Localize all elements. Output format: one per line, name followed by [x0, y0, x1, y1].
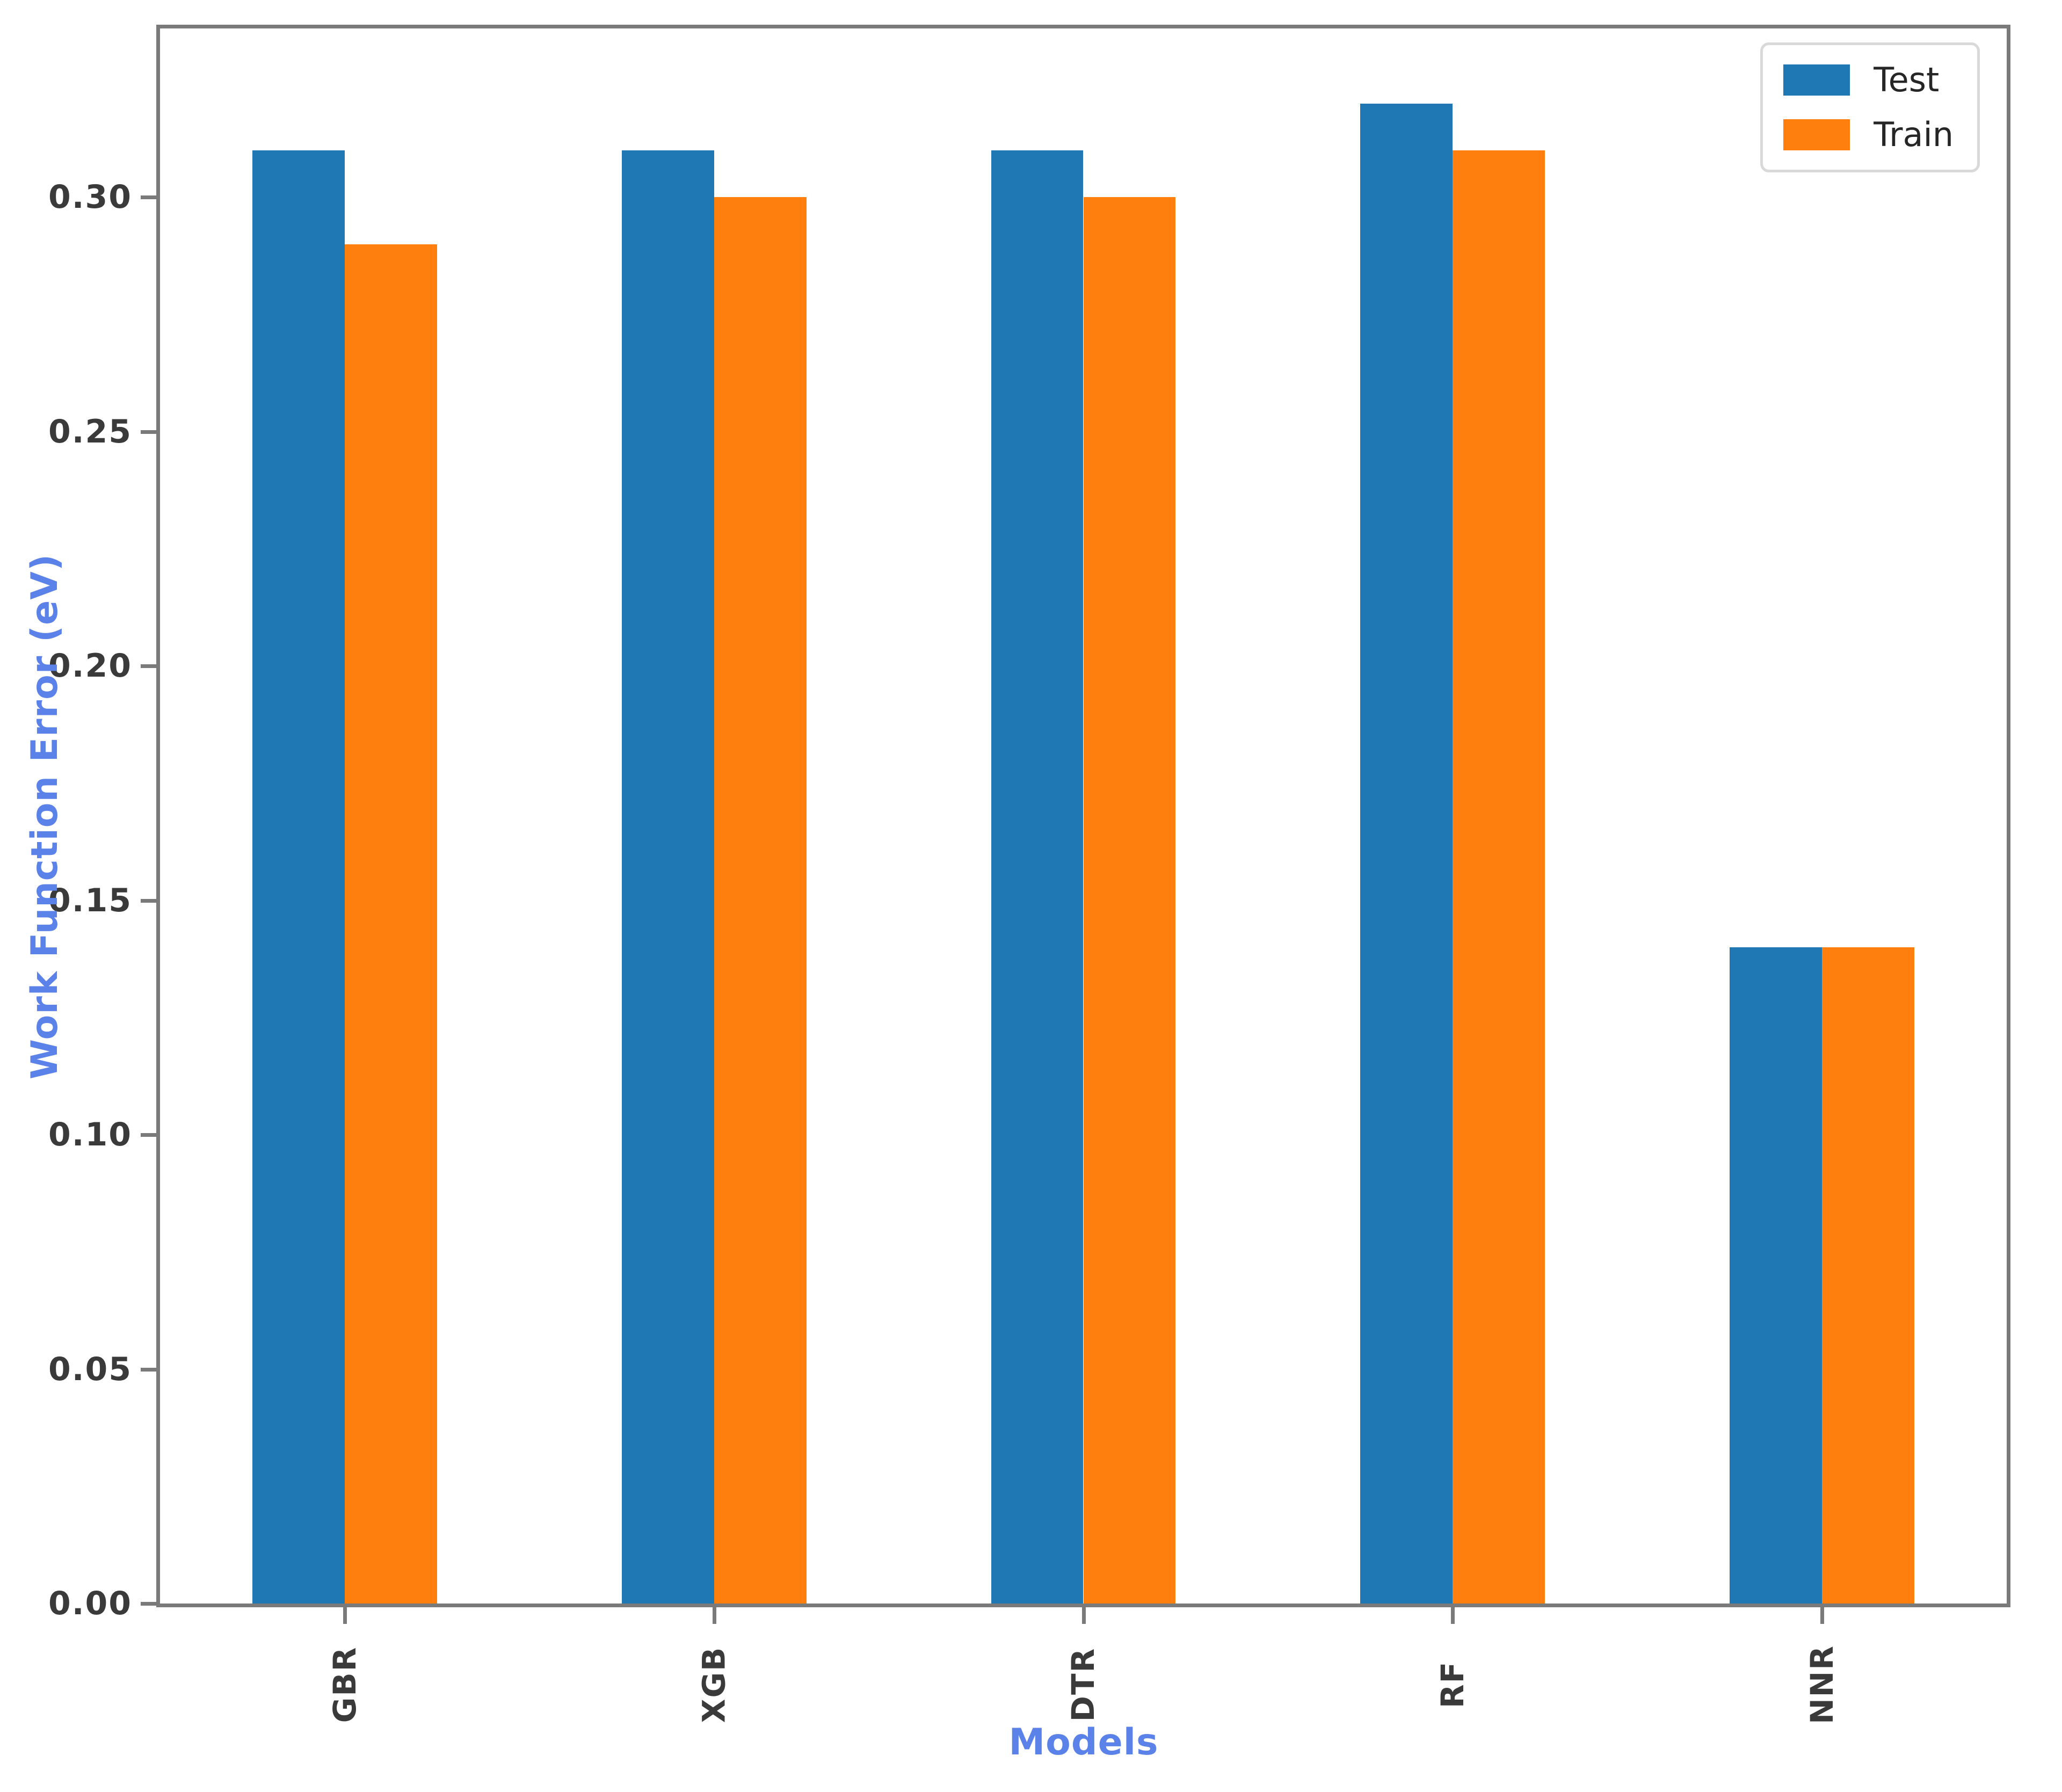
bar-train-rf: [1453, 150, 1545, 1604]
bar-test-nnr: [1730, 947, 1823, 1604]
y-tick-mark: [141, 195, 160, 200]
bars-layer: [160, 28, 2007, 1604]
bar-train-nnr: [1822, 947, 1915, 1604]
y-tick-label: 0.05: [48, 1350, 132, 1388]
bar-test-gbr: [252, 150, 345, 1604]
y-tick-mark: [141, 664, 160, 669]
bar-test-rf: [1360, 103, 1453, 1604]
legend-item-train: Train: [1783, 118, 1954, 151]
y-tick-mark: [141, 1133, 160, 1137]
bar-train-gbr: [344, 244, 437, 1604]
bar-test-xgb: [621, 150, 714, 1604]
y-axis-label-text: Work Function Error (eV): [23, 553, 66, 1079]
bar-train-dtr: [1083, 197, 1176, 1604]
train-series-swatch-icon: [1783, 119, 1850, 150]
x-tick-mark: [1820, 1604, 1825, 1624]
x-tick-label-xgb: XGB: [695, 1646, 732, 1723]
plot-area: Test Train: [141, 25, 2010, 1624]
x-tick-mark: [343, 1604, 347, 1624]
x-tick-mark: [712, 1604, 716, 1624]
legend-label-test: Test: [1874, 60, 1940, 99]
y-axis-label: Work Function Error (eV): [4, 548, 85, 1085]
test-series-swatch-icon: [1783, 64, 1850, 96]
bar-test-dtr: [991, 150, 1084, 1604]
x-tick-mark: [1451, 1604, 1455, 1624]
y-tick-mark: [141, 898, 160, 903]
y-tick-label: 0.10: [48, 1116, 132, 1154]
y-tick-label: 0.00: [48, 1585, 132, 1622]
legend: Test Train: [1760, 42, 1980, 172]
bar-train-xgb: [714, 197, 807, 1604]
x-tick-label-nnr: NNR: [1804, 1645, 1841, 1724]
x-axis-label: Models: [1008, 1721, 1159, 1764]
y-tick-label: 0.20: [48, 647, 132, 685]
y-tick-label: 0.30: [48, 178, 132, 216]
x-tick-label-rf: RF: [1434, 1660, 1471, 1709]
y-tick-mark: [141, 1602, 160, 1606]
x-tick-label-gbr: GBR: [326, 1646, 363, 1723]
x-tick-mark: [1081, 1604, 1086, 1624]
y-tick-label: 0.25: [48, 412, 132, 451]
y-tick-mark: [141, 1367, 160, 1372]
legend-label-train: Train: [1874, 115, 1954, 154]
legend-item-test: Test: [1783, 63, 1954, 97]
y-tick-label: 0.15: [48, 881, 132, 919]
y-tick-mark: [141, 430, 160, 434]
